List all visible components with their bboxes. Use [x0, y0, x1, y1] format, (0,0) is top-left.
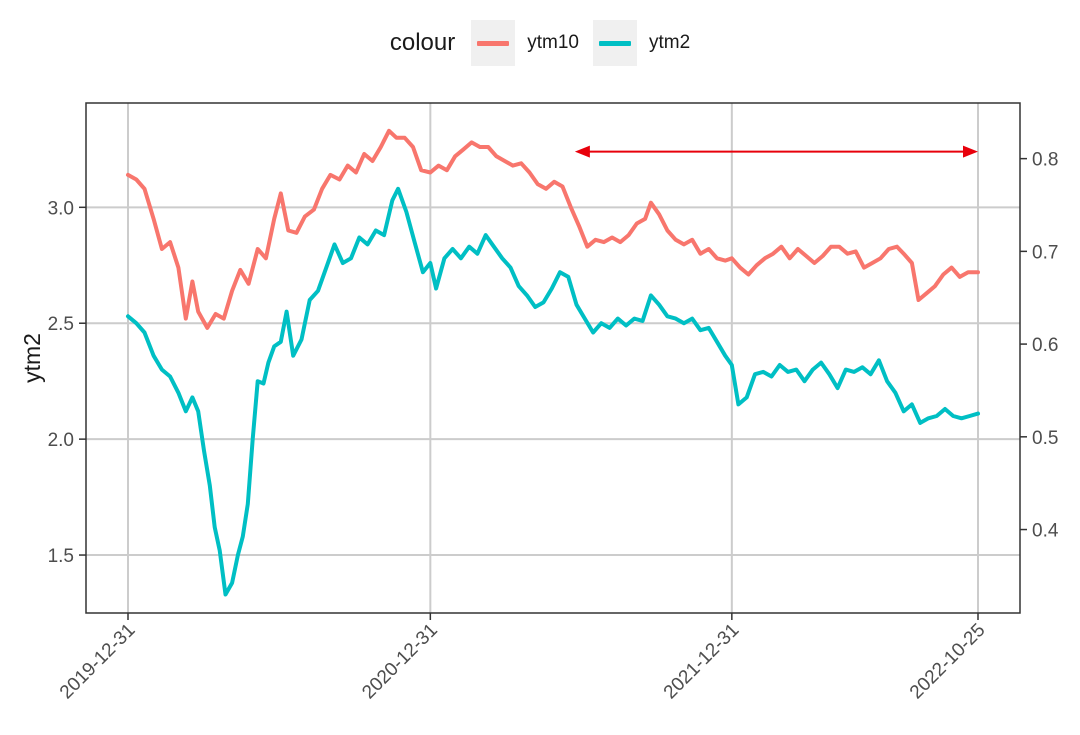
y-tick-label-2: 2.5 — [48, 314, 74, 335]
x-tick-label-2: 2021-12-31 — [660, 620, 744, 704]
y-tick-label-0: 1.5 — [48, 546, 74, 567]
x-tick-label-1: 2020-12-31 — [358, 620, 442, 704]
legend-key-ytm2 — [592, 20, 637, 66]
series-line-ytm10 — [126, 128, 980, 330]
y2-tick-label-2: 0.6 — [1032, 335, 1058, 356]
legend-label-ytm10: ytm10 — [527, 32, 579, 53]
plot-border — [85, 102, 1021, 614]
annotation-arrow-head-left — [574, 145, 590, 158]
legend-swatch-ytm2 — [598, 40, 631, 46]
y-axis-title: ytm2 — [19, 333, 45, 383]
legend-item-ytm10: ytm10 — [471, 20, 579, 66]
annotation-arrow-head-right — [963, 145, 978, 158]
y2-tick-label-3: 0.7 — [1032, 242, 1058, 263]
x-tick-label-3: 2022-10-25 — [906, 620, 990, 704]
series-line-ytm2 — [126, 186, 980, 597]
y-tick-label-3: 3.0 — [48, 198, 74, 219]
legend-key-ytm10 — [471, 20, 516, 66]
y-tick-label-1: 2.0 — [48, 430, 74, 451]
legend-swatch-ytm10 — [477, 40, 510, 46]
y2-tick-label-1: 0.5 — [1032, 428, 1058, 449]
legend: colour ytm10 ytm2 — [0, 20, 1080, 66]
y2-tick-label-0: 0.4 — [1032, 521, 1059, 542]
y2-tick-label-4: 0.8 — [1032, 150, 1058, 171]
plot-panel — [86, 103, 1020, 613]
legend-item-ytm2: ytm2 — [592, 20, 691, 66]
legend-title: colour — [389, 29, 456, 56]
x-tick-label-0: 2019-12-31 — [56, 620, 140, 704]
legend-label-ytm2: ytm2 — [648, 32, 691, 53]
